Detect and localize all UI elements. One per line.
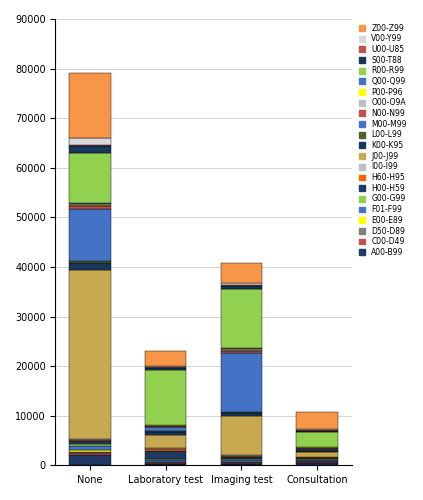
Bar bbox=[221, 459, 262, 460]
Bar bbox=[145, 426, 187, 427]
Bar bbox=[69, 270, 111, 439]
Bar bbox=[69, 261, 111, 263]
Bar bbox=[145, 460, 187, 462]
Bar bbox=[69, 452, 111, 453]
Bar bbox=[69, 203, 111, 204]
Bar bbox=[69, 145, 111, 146]
Bar bbox=[145, 464, 187, 466]
Bar bbox=[221, 458, 262, 459]
Bar bbox=[145, 427, 187, 431]
Bar bbox=[221, 416, 262, 456]
Bar bbox=[221, 413, 262, 416]
Bar bbox=[69, 138, 111, 145]
Bar bbox=[145, 432, 187, 434]
Bar bbox=[221, 463, 262, 464]
Bar bbox=[297, 432, 338, 447]
Bar bbox=[145, 431, 187, 432]
Bar bbox=[69, 444, 111, 446]
Bar bbox=[221, 350, 262, 351]
Bar bbox=[145, 463, 187, 464]
Bar bbox=[145, 368, 187, 370]
Bar bbox=[221, 289, 262, 348]
Legend: Z00-Z99, V00-Y99, U00-U85, S00-T88, R00-R99, Q00-Q99, P00-P96, O00-O9A, N00-N99,: Z00-Z99, V00-Y99, U00-U85, S00-T88, R00-… bbox=[358, 23, 408, 258]
Bar bbox=[297, 458, 338, 459]
Bar bbox=[145, 366, 187, 367]
Bar bbox=[297, 459, 338, 460]
Bar bbox=[145, 370, 187, 424]
Bar bbox=[221, 348, 262, 349]
Bar bbox=[221, 286, 262, 289]
Bar bbox=[221, 460, 262, 462]
Bar bbox=[297, 451, 338, 452]
Bar bbox=[145, 434, 187, 448]
Bar bbox=[221, 352, 262, 412]
Bar bbox=[145, 351, 187, 366]
Bar bbox=[69, 439, 111, 440]
Bar bbox=[297, 412, 338, 429]
Bar bbox=[221, 263, 262, 283]
Bar bbox=[69, 206, 111, 209]
Bar bbox=[69, 263, 111, 270]
Bar bbox=[69, 446, 111, 450]
Bar bbox=[221, 351, 262, 352]
Bar bbox=[69, 209, 111, 261]
Bar bbox=[69, 440, 111, 442]
Bar bbox=[69, 453, 111, 456]
Bar bbox=[221, 283, 262, 286]
Bar bbox=[69, 456, 111, 466]
Bar bbox=[69, 146, 111, 154]
Bar bbox=[221, 456, 262, 458]
Bar bbox=[69, 73, 111, 138]
Bar bbox=[221, 412, 262, 413]
Bar bbox=[145, 452, 187, 459]
Bar bbox=[145, 449, 187, 452]
Bar bbox=[221, 349, 262, 350]
Bar bbox=[69, 442, 111, 444]
Bar bbox=[297, 430, 338, 432]
Bar bbox=[297, 462, 338, 463]
Bar bbox=[297, 460, 338, 461]
Bar bbox=[69, 154, 111, 203]
Bar bbox=[297, 448, 338, 450]
Bar bbox=[297, 429, 338, 430]
Bar bbox=[297, 463, 338, 466]
Bar bbox=[221, 464, 262, 466]
Bar bbox=[69, 204, 111, 206]
Bar bbox=[145, 459, 187, 460]
Bar bbox=[69, 450, 111, 452]
Bar bbox=[297, 452, 338, 457]
